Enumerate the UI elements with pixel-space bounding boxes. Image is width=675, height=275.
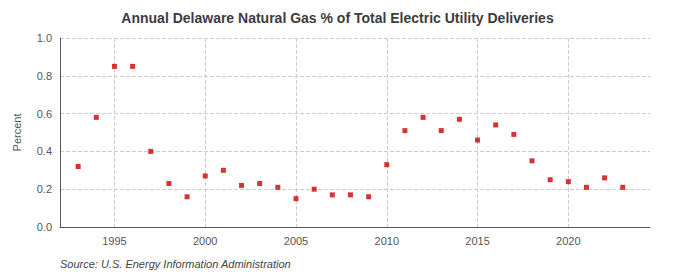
svg-text:Annual Delaware Natural Gas %: Annual Delaware Natural Gas % of Total E… — [121, 10, 554, 26]
svg-text:1.0: 1.0 — [37, 32, 52, 44]
svg-text:Percent: Percent — [11, 114, 23, 152]
svg-text:2020: 2020 — [556, 235, 580, 247]
svg-text:2010: 2010 — [375, 235, 399, 247]
svg-text:1995: 1995 — [102, 235, 126, 247]
svg-text:2000: 2000 — [193, 235, 217, 247]
svg-text:0.6: 0.6 — [37, 108, 52, 120]
svg-text:0.8: 0.8 — [37, 70, 52, 82]
svg-text:0.2: 0.2 — [37, 183, 52, 195]
svg-text:0.0: 0.0 — [37, 221, 52, 233]
svg-text:2005: 2005 — [284, 235, 308, 247]
svg-text:2015: 2015 — [465, 235, 489, 247]
svg-text:0.4: 0.4 — [37, 145, 52, 157]
svg-text:Source: U.S. Energy Informatio: Source: U.S. Energy Information Administ… — [60, 258, 291, 270]
